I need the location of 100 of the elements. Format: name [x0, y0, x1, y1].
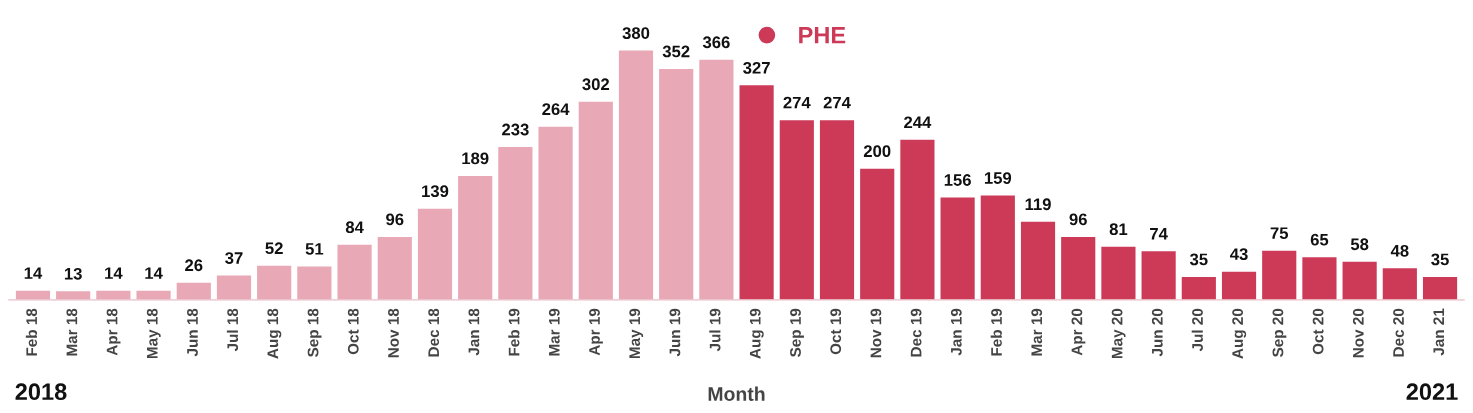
- x-tick-label: Oct 20: [1312, 308, 1324, 355]
- data-label: 274: [783, 96, 811, 109]
- data-label: 81: [1109, 223, 1128, 236]
- x-tick-label: Nov 18: [388, 308, 399, 358]
- data-label: 264: [542, 103, 570, 116]
- bar: [1342, 261, 1377, 300]
- x-tick-label: Jun 20: [1151, 308, 1163, 357]
- x-tick-label: Mar 18: [66, 308, 78, 356]
- x-tick-label: Jul 20: [1191, 308, 1203, 352]
- x-tick-label: Aug 19: [749, 308, 764, 359]
- bar: [377, 236, 412, 300]
- bar: [1221, 271, 1257, 300]
- bar: [618, 50, 654, 300]
- data-label: 75: [1270, 227, 1289, 240]
- x-tick-label: Dec 18: [428, 308, 440, 357]
- data-label: 74: [1150, 228, 1168, 240]
- bar: [538, 126, 573, 300]
- data-label: 233: [502, 123, 529, 136]
- data-label: 139: [422, 185, 449, 198]
- data-label: 58: [1350, 238, 1369, 251]
- x-tick-label: Jun 19: [669, 308, 681, 357]
- x-tick-label: Sep 18: [307, 308, 322, 357]
- data-label: 51: [305, 243, 324, 255]
- x-tick-label: Apr 20: [1071, 308, 1086, 356]
- bar: [337, 244, 372, 300]
- x-tick-label: Jun 18: [187, 308, 198, 357]
- bar: [1181, 276, 1216, 300]
- data-label: 26: [185, 259, 203, 272]
- data-label: 65: [1310, 233, 1329, 246]
- x-tick-label: Feb 19: [990, 308, 1002, 356]
- bar: [56, 291, 91, 300]
- data-label: 37: [225, 252, 243, 264]
- data-label: 13: [64, 267, 82, 280]
- x-tick-label: Sep 20: [1272, 308, 1287, 357]
- x-tick-label: Aug 18: [267, 308, 282, 359]
- text: 2018: [15, 383, 67, 401]
- x-tick-label: Jan 18: [468, 308, 480, 356]
- x-tick-label: Dec 20: [1393, 308, 1404, 357]
- data-label: 35: [1431, 253, 1449, 266]
- data-label: 84: [345, 221, 364, 234]
- bar: [980, 195, 1015, 300]
- legend-label: PHE: [799, 27, 846, 44]
- data-label: 200: [863, 145, 891, 158]
- x-tick-label: Nov 19: [870, 308, 882, 358]
- bar: [257, 265, 292, 300]
- x-tick-label: Feb 18: [25, 308, 38, 356]
- x-tick-label: Aug 20: [1232, 308, 1247, 359]
- bar: [1101, 246, 1136, 300]
- x-tick-label: Jan 21: [1433, 308, 1445, 356]
- data-label: 327: [743, 61, 770, 74]
- bar: [779, 120, 814, 300]
- data-label: 244: [904, 116, 932, 129]
- data-label: 43: [1230, 248, 1248, 261]
- bar: [578, 101, 613, 300]
- x-tick-label: May 20: [1111, 308, 1126, 359]
- data-label: 48: [1390, 244, 1409, 257]
- bar: [860, 168, 895, 300]
- x-tick-label: May 19: [629, 308, 644, 359]
- bar: [659, 68, 694, 300]
- bar: [699, 59, 734, 300]
- x-tick-label: May 18: [146, 308, 161, 359]
- data-label: 302: [582, 78, 610, 91]
- x-tick-label: Oct 18: [347, 308, 359, 355]
- bar: [1422, 276, 1458, 300]
- x-tick-label: Mar 19: [548, 308, 560, 356]
- x-tick-label: Mar 19: [1031, 308, 1043, 356]
- bar: [1302, 257, 1337, 300]
- text: 2021: [1406, 383, 1458, 401]
- bar: [498, 147, 533, 300]
- x-tick-label: Apr 18: [106, 308, 121, 356]
- bar: [1382, 268, 1417, 300]
- bar: [900, 139, 935, 300]
- data-label: 14: [105, 267, 123, 279]
- x-tick-label: Jan 19: [950, 308, 962, 356]
- data-label: 189: [462, 152, 489, 165]
- bar: [417, 208, 453, 300]
- bar: [819, 120, 855, 300]
- bar: [940, 197, 975, 300]
- bar: [1262, 250, 1297, 300]
- data-label: 366: [702, 36, 730, 49]
- data-label: 35: [1189, 253, 1208, 266]
- data-label: 119: [1025, 198, 1051, 211]
- data-label: 96: [1069, 213, 1087, 226]
- data-label: 156: [944, 174, 971, 186]
- bar: [297, 266, 332, 300]
- data-label: 159: [984, 172, 1012, 184]
- x-tick-label: Sep 19: [790, 308, 804, 357]
- data-label: 52: [265, 242, 283, 255]
- bar: [1141, 251, 1176, 300]
- data-label: 14: [145, 267, 163, 279]
- data-label: 380: [622, 27, 650, 40]
- x-tick-label: Jul 19: [709, 308, 721, 352]
- bar: [1061, 236, 1096, 300]
- x-tick-label: Nov 20: [1352, 308, 1364, 358]
- bar: [176, 282, 211, 300]
- data-label: 352: [662, 45, 690, 58]
- x-tick-label: Oct 19: [830, 308, 842, 355]
- data-label: 14: [24, 267, 43, 279]
- x-axis-title: Month: [708, 386, 765, 401]
- bar: [458, 175, 493, 300]
